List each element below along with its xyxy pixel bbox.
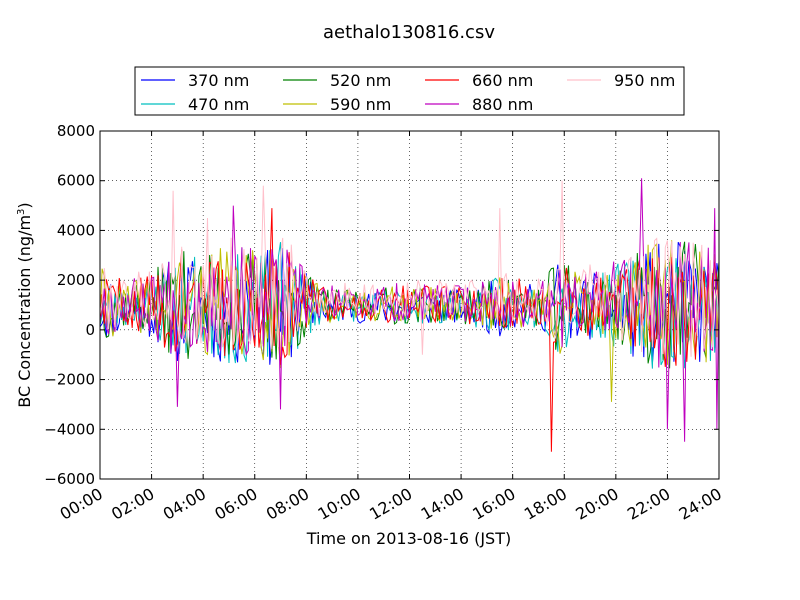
y-axis-label-text: BC Concentration (ng/m [15,215,34,408]
legend-label: 950 nm [614,71,675,90]
legend-box [134,66,685,116]
legend-label: 660 nm [472,71,533,90]
series-line-950-nm [99,180,720,357]
y-tick-label: 6000 [57,172,95,190]
y-axis-label-superscript: 3 [16,209,27,215]
legend: 370 nm 470 nm 520 nm 590 nm 660 nm 880 nm 950 … [134,66,685,116]
y-tick-labels: 8000 6000 4000 2000 0 −2000 −4000 −6000 [44,122,95,488]
y-tick-label: −6000 [44,470,95,488]
y-tick-label: 8000 [57,122,95,140]
y-tick-label: 0 [85,321,95,339]
series-line-470-nm [99,242,720,369]
plot-area [99,130,720,480]
ticks [99,130,720,480]
legend-label: 880 nm [472,95,533,114]
y-tick-label: −2000 [44,371,95,389]
x-axis-label: Time on 2013-08-16 (JST) [306,529,511,548]
legend-label: 370 nm [188,71,249,90]
series-line-880-nm [99,178,720,442]
legend-label: 470 nm [188,95,249,114]
y-axis-label-close: ) [15,202,34,208]
y-axis-label: BC Concentration (ng/m3) [15,202,34,407]
series-lines [99,178,720,452]
y-tick-label: 4000 [57,221,95,239]
legend-label: 520 nm [330,71,391,90]
legend-label: 590 nm [330,95,391,114]
y-tick-label: 2000 [57,271,95,289]
y-tick-label: −4000 [44,420,95,438]
chart-title: aethalo130816.csv [323,22,495,43]
